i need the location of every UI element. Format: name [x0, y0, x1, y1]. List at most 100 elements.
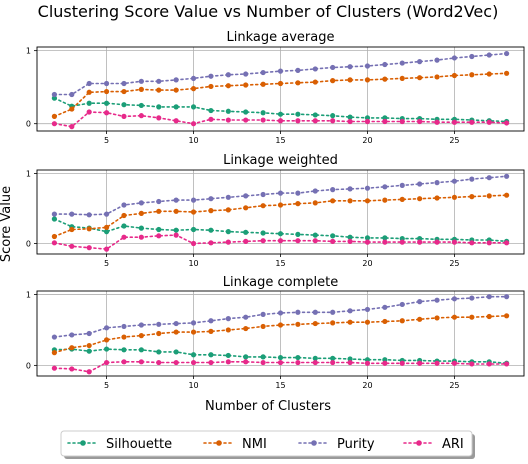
data-point-nmi: [243, 325, 249, 332]
data-point-purity: [260, 69, 266, 76]
data-point-nmi: [156, 208, 162, 214]
data-point-nmi: [382, 197, 388, 203]
data-point-ari: [399, 239, 405, 245]
data-point-purity: [86, 80, 92, 87]
data-point-ari: [243, 359, 249, 365]
data-point-silhouette: [103, 229, 110, 235]
data-point-ari: [295, 238, 301, 244]
data-point-nmi: [277, 202, 284, 208]
data-point-ari: [434, 360, 440, 366]
legend-label-purity: Purity: [337, 437, 375, 452]
data-point-ari: [277, 118, 284, 124]
data-point-ari: [156, 233, 162, 239]
panel-3: Linkage complete 5 10 15 20 25 0 1: [26, 275, 525, 390]
data-point-ari: [225, 239, 231, 245]
data-point-purity: [69, 91, 75, 98]
x-tick-label: 15: [275, 259, 285, 268]
data-point-ari: [156, 359, 162, 366]
x-tick-label: 15: [275, 381, 285, 390]
series-line-silhouette: [53, 97, 508, 123]
data-point-ari: [51, 365, 57, 371]
data-point-purity: [121, 80, 127, 87]
data-point-purity: [173, 77, 179, 83]
data-point-ari: [277, 238, 284, 244]
data-point-ari: [208, 240, 214, 246]
x-tick-label: 10: [188, 136, 198, 145]
data-point-purity: [277, 310, 284, 316]
data-point-ari: [312, 118, 318, 124]
data-point-purity: [399, 60, 405, 66]
data-point-nmi: [451, 314, 458, 320]
data-point-ari: [330, 238, 336, 244]
data-point-ari: [451, 239, 458, 245]
data-point-ari: [208, 359, 214, 366]
data-point-silhouette: [208, 227, 214, 233]
data-point-silhouette: [295, 354, 301, 361]
data-point-purity: [156, 198, 162, 205]
data-point-ari: [86, 245, 92, 251]
data-point-purity: [504, 50, 510, 57]
data-point-silhouette: [121, 102, 127, 108]
data-point-ari: [295, 359, 301, 366]
data-point-purity: [51, 91, 57, 98]
data-point-nmi: [260, 81, 266, 87]
data-point-nmi: [225, 83, 231, 89]
data-point-silhouette: [364, 235, 371, 241]
data-point-purity: [243, 314, 249, 320]
data-point-ari: [138, 113, 144, 119]
y-axis-label: Score Value: [0, 186, 14, 262]
data-point-silhouette: [330, 355, 336, 361]
x-tick-label: 5: [104, 136, 109, 145]
data-point-nmi: [451, 194, 458, 200]
data-point-silhouette: [156, 349, 162, 355]
data-point-nmi: [121, 212, 127, 219]
data-point-silhouette: [121, 223, 127, 229]
data-point-silhouette: [156, 226, 162, 233]
data-point-silhouette: [260, 110, 266, 116]
x-tick-label: 25: [449, 136, 459, 145]
data-point-nmi: [364, 198, 371, 204]
data-point-ari: [190, 359, 197, 366]
data-point-nmi: [364, 77, 371, 83]
data-point-nmi: [138, 333, 144, 339]
data-point-nmi: [330, 198, 336, 204]
data-point-nmi: [156, 87, 162, 93]
data-point-silhouette: [103, 346, 110, 352]
data-point-ari: [486, 119, 492, 125]
data-point-nmi: [417, 75, 423, 81]
data-point-purity: [225, 72, 231, 78]
data-point-nmi: [451, 72, 458, 79]
data-point-purity: [260, 311, 266, 317]
data-point-ari: [173, 232, 179, 238]
data-point-nmi: [434, 195, 440, 201]
x-tick-label: 20: [362, 259, 372, 268]
data-point-ari: [260, 117, 266, 123]
y-tick-label: 0: [26, 120, 31, 129]
data-point-silhouette: [260, 230, 266, 236]
data-point-ari: [399, 118, 405, 125]
data-point-purity: [156, 78, 162, 84]
data-point-nmi: [138, 210, 144, 216]
data-point-silhouette: [190, 226, 197, 233]
x-tick-label: 5: [104, 381, 109, 390]
data-point-nmi: [399, 75, 405, 82]
data-point-ari: [138, 359, 144, 365]
data-point-nmi: [330, 320, 336, 326]
y-tick-label: 1: [26, 291, 31, 300]
data-point-purity: [277, 190, 284, 196]
data-point-purity: [138, 78, 144, 84]
data-point-nmi: [504, 70, 510, 76]
data-point-nmi: [69, 345, 75, 351]
data-point-ari: [504, 120, 510, 126]
data-point-ari: [364, 118, 371, 125]
data-point-nmi: [156, 330, 162, 337]
y-tick-label: 1: [26, 47, 31, 56]
data-point-ari: [190, 121, 197, 127]
data-point-ari: [312, 359, 318, 366]
legend-marker-nmi: [216, 440, 222, 446]
data-point-nmi: [312, 79, 318, 85]
data-point-ari: [364, 360, 371, 366]
data-point-ari: [330, 359, 336, 366]
series-line-purity: [53, 295, 508, 338]
